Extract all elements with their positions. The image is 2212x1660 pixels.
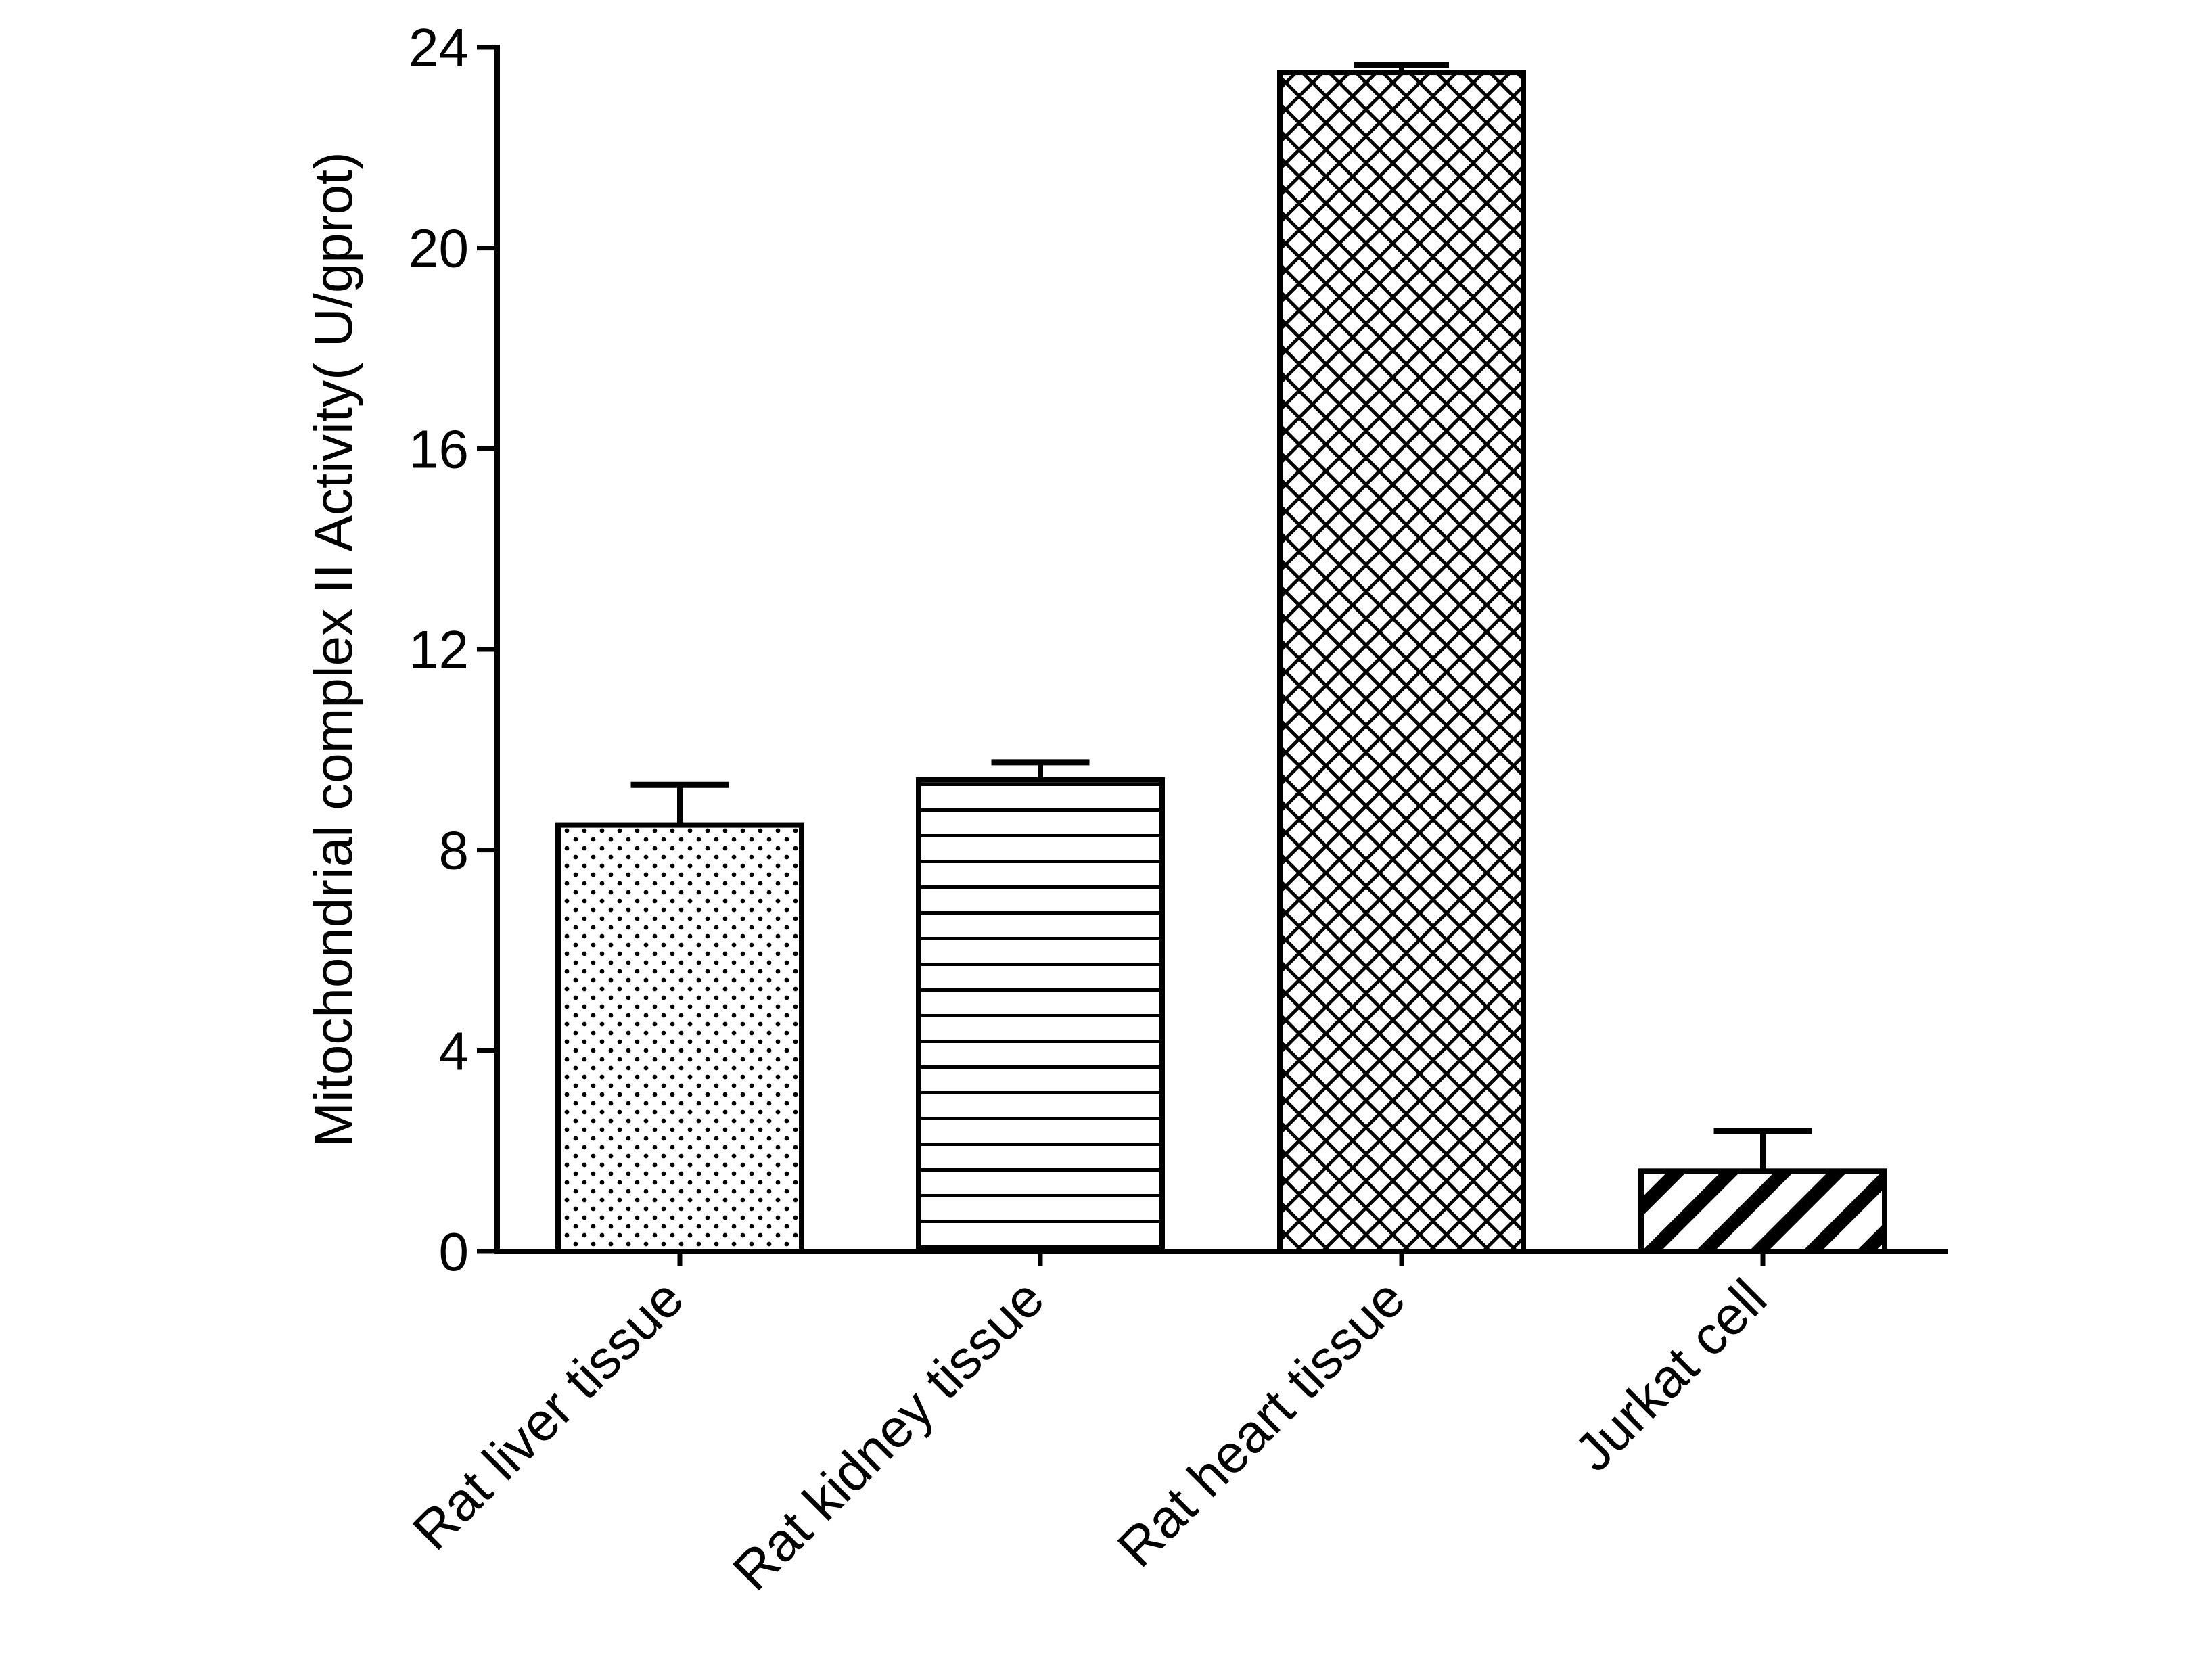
y-tick-label-12: 12 xyxy=(409,620,469,680)
x-tick-label-3: Rat heart tissue xyxy=(1106,1268,1416,1578)
y-tick-label-24: 24 xyxy=(409,18,469,78)
axes xyxy=(477,45,1948,1266)
x-tick-label-1: Rat liver tissue xyxy=(401,1268,695,1561)
y-tick-label-8: 8 xyxy=(439,821,469,881)
bar-4 xyxy=(1638,1168,1887,1255)
error-bars xyxy=(630,62,1812,1172)
bar-2 xyxy=(916,777,1165,1255)
x-tick-label-2: Rat kidney tissue xyxy=(721,1268,1055,1602)
y-tick-label-0: 0 xyxy=(439,1222,469,1282)
x-tick-label-4: Jurkat cell xyxy=(1563,1268,1778,1483)
bar-3 xyxy=(1277,70,1526,1254)
bars xyxy=(555,70,1887,1255)
y-tick-label-4: 4 xyxy=(439,1021,469,1081)
y-axis-title: Mitochondrial complex II Activity( U/gpr… xyxy=(303,152,363,1147)
y-tick-label-20: 20 xyxy=(409,218,469,279)
bar-1 xyxy=(555,822,804,1255)
y-tick-label-16: 16 xyxy=(409,419,469,479)
